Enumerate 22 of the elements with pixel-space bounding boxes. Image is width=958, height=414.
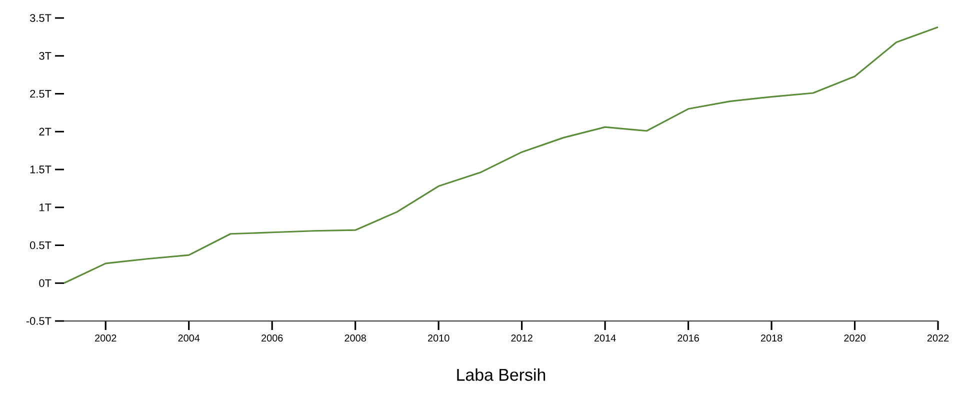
x-tick-label: 2002 (95, 334, 116, 342)
x-tick-label: 2016 (678, 334, 699, 342)
y-tick-label: 1T (40, 204, 52, 212)
x-tick-label: 2022 (927, 334, 949, 342)
x-tick-label: 2020 (844, 334, 866, 342)
x-tick-label: 2008 (344, 334, 366, 342)
x-tick-label: 2010 (428, 334, 450, 342)
y-tick-label: 1.5T (30, 166, 52, 174)
y-tick-label: 2.5T (30, 90, 52, 98)
y-tick-label: -0.5T (26, 317, 52, 325)
x-tick-label: 2014 (594, 334, 616, 342)
y-tick-label: 3T (39, 52, 52, 60)
y-tick-label: 2T (39, 128, 52, 136)
y-tick-label: 0T (39, 279, 52, 288)
line-series (63, 26, 939, 284)
x-tick-label: 2018 (760, 334, 782, 342)
x-tick-label: 2004 (178, 334, 200, 342)
x-axis-title: Laba Bersih (457, 368, 546, 381)
y-tick-label: 0.5T (30, 241, 52, 250)
x-tick-label: 2006 (262, 334, 283, 342)
x-tick-label: 2012 (511, 334, 532, 342)
y-tick-label: 3.5T (30, 14, 52, 22)
